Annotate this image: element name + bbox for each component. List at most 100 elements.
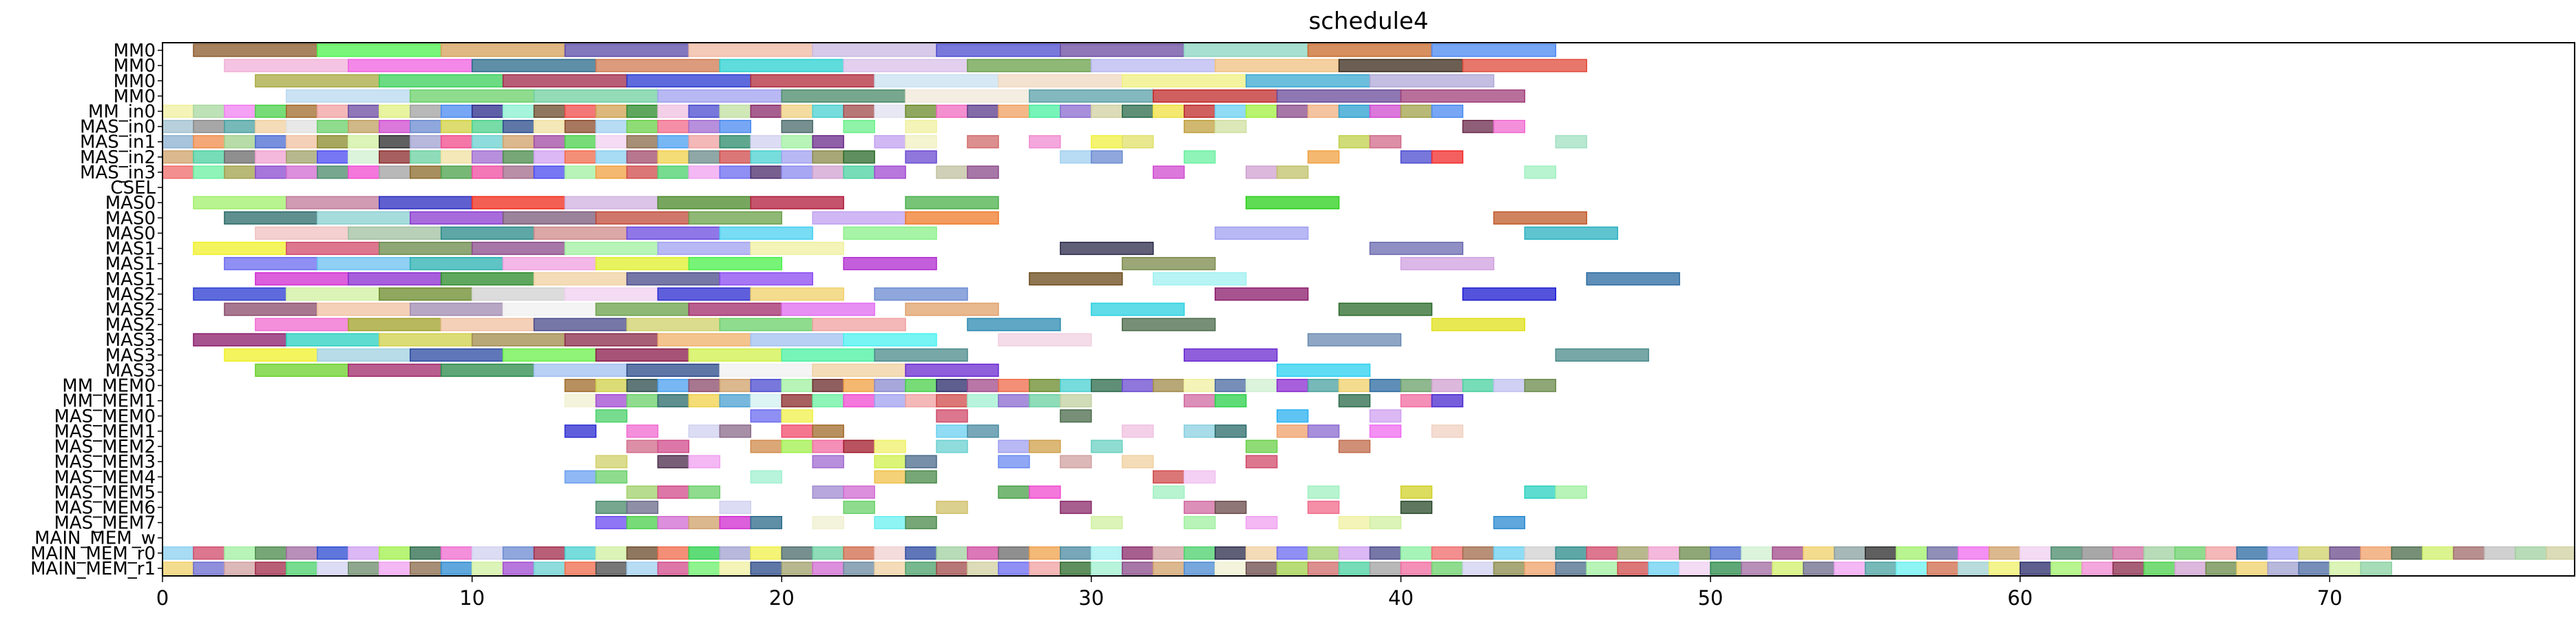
- schedule-bar: [1276, 378, 1309, 393]
- schedule-bar: [1029, 561, 1061, 575]
- schedule-bar: [1400, 150, 1433, 164]
- schedule-bar: [1338, 135, 1371, 149]
- schedule-bar: [533, 120, 566, 134]
- schedule-bar: [1772, 561, 1804, 575]
- x-tick-label: 10: [459, 586, 485, 610]
- schedule-bar: [750, 440, 782, 453]
- schedule-bar: [409, 561, 442, 575]
- schedule-bar: [595, 470, 628, 484]
- schedule-bar: [1462, 287, 1557, 301]
- schedule-bar: [1029, 378, 1061, 393]
- schedule-bar: [843, 440, 875, 453]
- schedule-bar: [193, 150, 225, 164]
- schedule-bar: [657, 440, 690, 453]
- schedule-bar: [1183, 500, 1216, 515]
- schedule-bar: [1276, 104, 1309, 118]
- schedule-bar: [874, 104, 906, 118]
- schedule-bar: [874, 516, 906, 530]
- schedule-bar: [595, 516, 628, 530]
- schedule-bar: [626, 104, 659, 118]
- schedule-bar: [781, 104, 813, 118]
- schedule-bar: [998, 440, 1030, 453]
- schedule-bar: [812, 561, 844, 575]
- schedule-bar: [564, 165, 597, 179]
- schedule-bar: [626, 561, 659, 575]
- schedule-bar: [471, 59, 597, 72]
- schedule-bar: [719, 516, 752, 530]
- schedule-bar: [564, 424, 597, 438]
- schedule-bar: [224, 302, 318, 316]
- schedule-bar: [998, 333, 1092, 347]
- schedule-bar: [750, 135, 782, 149]
- schedule-bar: [1431, 43, 1557, 57]
- y-tick-label: MAS2: [105, 285, 156, 305]
- y-tick-label: MAS2: [105, 315, 156, 335]
- schedule-bar: [224, 211, 318, 225]
- schedule-bar: [626, 150, 659, 164]
- schedule-bar: [998, 546, 1030, 560]
- schedule-bar: [1338, 394, 1371, 408]
- schedule-bar: [657, 455, 690, 468]
- schedule-bar: [2205, 546, 2238, 560]
- schedule-bar: [1400, 500, 1433, 515]
- schedule-bar: [502, 561, 535, 575]
- schedule-bar: [1245, 546, 1278, 560]
- schedule-bar: [719, 546, 752, 560]
- schedule-bar: [317, 150, 349, 164]
- schedule-bar: [812, 43, 937, 57]
- x-tick-label: 30: [1078, 586, 1104, 610]
- schedule-bar: [688, 135, 721, 149]
- schedule-bar: [1029, 394, 1061, 408]
- schedule-bar: [1153, 561, 1185, 575]
- schedule-bar: [378, 196, 473, 209]
- schedule-bar: [564, 104, 597, 118]
- schedule-bar: [564, 43, 690, 57]
- schedule-bar: [1679, 546, 1711, 560]
- schedule-bar: [378, 241, 473, 256]
- schedule-bar: [998, 104, 1030, 118]
- schedule-bar: [595, 302, 690, 316]
- schedule-bar: [224, 561, 256, 575]
- schedule-bar: [255, 120, 287, 134]
- schedule-bar: [1153, 89, 1278, 103]
- schedule-bar: [657, 120, 690, 134]
- schedule-bar: [348, 135, 380, 149]
- schedule-bar: [2019, 546, 2052, 560]
- schedule-bar: [1338, 59, 1464, 72]
- schedule-bar: [657, 135, 690, 149]
- schedule-bar: [874, 135, 906, 149]
- schedule-bar: [1493, 378, 1526, 393]
- schedule-bar: [1091, 104, 1123, 118]
- schedule-bar: [595, 211, 690, 225]
- schedule-bar: [1648, 546, 1680, 560]
- schedule-bar: [1338, 546, 1371, 560]
- y-tick-label: MAS0: [105, 193, 156, 214]
- schedule-bar: [1153, 165, 1185, 179]
- schedule-bar: [812, 546, 844, 560]
- schedule-bar: [2453, 546, 2485, 560]
- schedule-bar: [657, 394, 690, 408]
- schedule-bar: [595, 500, 628, 515]
- y-tick-label: MAS_MEM5: [54, 482, 156, 503]
- schedule-bar: [1122, 104, 1154, 118]
- schedule-bar: [843, 561, 875, 575]
- schedule-bar: [564, 394, 597, 408]
- schedule-bar: [1029, 89, 1154, 103]
- schedule-bar: [1617, 561, 1649, 575]
- schedule-bar: [193, 546, 225, 560]
- schedule-bar: [409, 135, 442, 149]
- schedule-bar: [719, 394, 752, 408]
- schedule-bar: [348, 150, 380, 164]
- schedule-bar: [750, 74, 875, 87]
- schedule-bar: [750, 394, 782, 408]
- schedule-bar: [471, 104, 504, 118]
- schedule-bar: [1029, 440, 1061, 453]
- schedule-bar: [409, 120, 442, 134]
- schedule-bar: [378, 287, 473, 301]
- schedule-bar: [471, 135, 504, 149]
- schedule-bar: [286, 120, 318, 134]
- bars-layer: [162, 43, 2575, 575]
- schedule-bar: [874, 378, 906, 393]
- schedule-bar: [626, 165, 659, 179]
- schedule-bar: [1060, 546, 1092, 560]
